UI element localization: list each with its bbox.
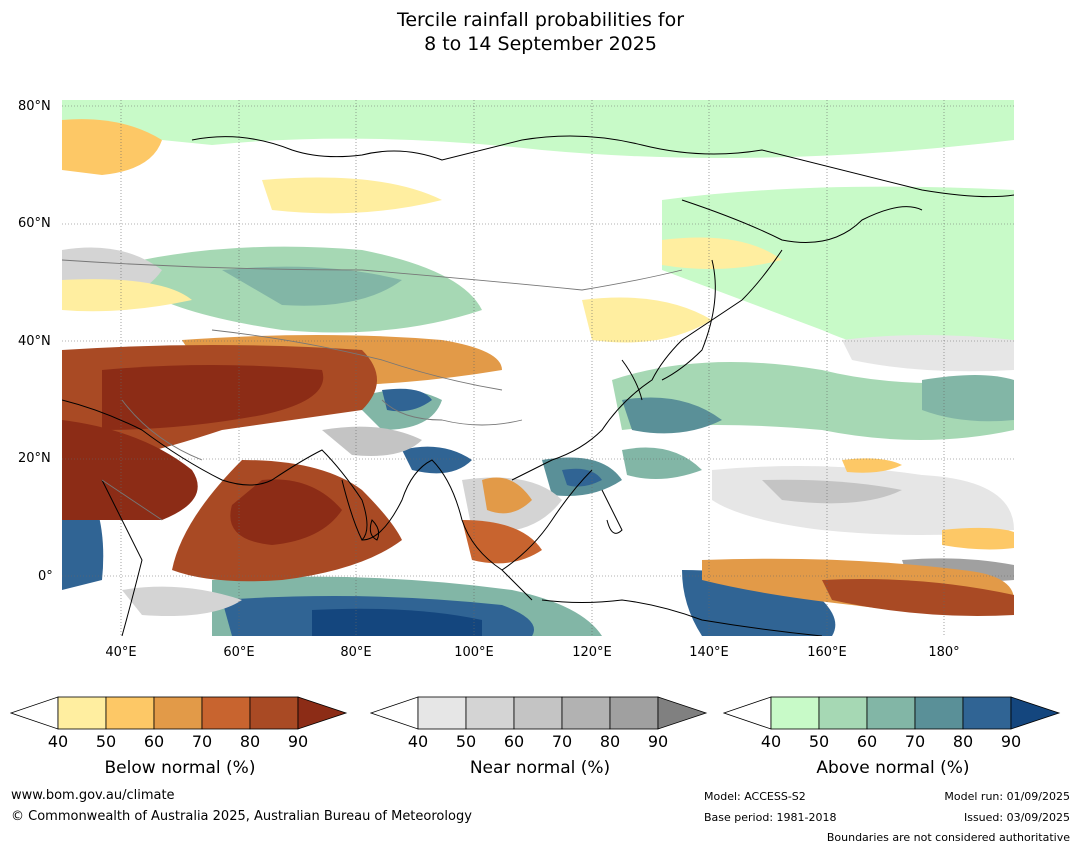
lon-label-160e: 160°E (807, 645, 847, 660)
colorbar-swatch (609, 696, 659, 730)
tick-label: 40 (47, 732, 69, 751)
map-title: Tercile rainfall probabilities for 8 to … (0, 8, 1081, 56)
colorbar-above-lower-arrow (722, 696, 772, 730)
lon-label-100e: 100°E (454, 645, 494, 660)
lon-label-60e: 60°E (223, 645, 255, 660)
colorbar-near-svg (369, 696, 708, 730)
website-link[interactable]: www.bom.gov.au/climate (11, 788, 175, 803)
colorbar-swatch (465, 696, 515, 730)
colorbar-below-svg (9, 696, 348, 730)
colorbar-below-lower-arrow (9, 696, 59, 730)
colorbar-above-normal (722, 696, 1063, 736)
colorbar-upper-arrow (657, 696, 708, 730)
tick-label: 90 (647, 732, 669, 751)
tick-label: 50 (455, 732, 477, 751)
colorbar-above-title: Above normal (%) (816, 758, 970, 778)
model-run-date: Model run: 01/09/2025 (944, 790, 1070, 803)
coastlines (62, 135, 1014, 636)
colorbar-swatch (818, 696, 868, 730)
colorbar-near-lower-arrow (369, 696, 419, 730)
colorbar-below-normal (9, 696, 350, 736)
above-normal-shading (62, 100, 1014, 636)
tick-label: 80 (239, 732, 261, 751)
tick-label: 50 (808, 732, 830, 751)
lon-label-180: 180° (928, 645, 960, 660)
colorbar-swatch (153, 696, 203, 730)
country-borders (62, 259, 683, 521)
colorbar-swatch (513, 696, 563, 730)
tick-label: 60 (503, 732, 525, 751)
lat-label-40n: 40°N (18, 334, 51, 349)
lon-label-40e: 40°E (105, 645, 137, 660)
tick-label: 50 (95, 732, 117, 751)
tick-label: 70 (904, 732, 926, 751)
graticule (62, 100, 1014, 636)
colorbar-below-swatches (57, 696, 348, 730)
colorbar-swatch (770, 696, 820, 730)
tick-label: 80 (599, 732, 621, 751)
colorbar-near-title: Near normal (%) (469, 758, 611, 778)
colorbar-near-normal (369, 696, 710, 736)
colorbar-above-svg (722, 696, 1061, 730)
tick-label: 70 (551, 732, 573, 751)
tick-label: 90 (1000, 732, 1022, 751)
title-line-1: Tercile rainfall probabilities for (396, 9, 685, 31)
tick-label: 60 (143, 732, 165, 751)
lat-label-80n: 80°N (18, 99, 51, 114)
colorbar-swatch (866, 696, 916, 730)
colorbar-swatch (249, 696, 299, 730)
colorbar-swatch (57, 696, 107, 730)
rainfall-probability-map (62, 100, 1014, 636)
colorbar-upper-arrow (1010, 696, 1061, 730)
lon-label-140e: 140°E (689, 645, 729, 660)
tick-label: 80 (952, 732, 974, 751)
colorbar-swatch (105, 696, 155, 730)
lat-label-0: 0° (38, 569, 53, 584)
title-line-2: 8 to 14 September 2025 (424, 33, 657, 55)
model-name: Model: ACCESS-S2 (704, 790, 806, 803)
tick-label: 90 (287, 732, 309, 751)
colorbar-upper-arrow (297, 696, 348, 730)
lon-label-80e: 80°E (340, 645, 372, 660)
colorbar-below-title: Below normal (%) (104, 758, 256, 778)
tick-label: 40 (760, 732, 782, 751)
colorbar-above-swatches (770, 696, 1061, 730)
boundaries-disclaimer: Boundaries are not considered authoritat… (826, 831, 1070, 844)
tick-label: 70 (191, 732, 213, 751)
lon-label-120e: 120°E (572, 645, 612, 660)
tick-label: 60 (856, 732, 878, 751)
lat-label-60n: 60°N (18, 216, 51, 231)
colorbar-swatch (561, 696, 611, 730)
colorbar-swatch (914, 696, 964, 730)
tick-label: 40 (407, 732, 429, 751)
colorbar-swatch (962, 696, 1012, 730)
map-canvas (62, 100, 1014, 636)
colorbar-swatch (417, 696, 467, 730)
copyright-notice: © Commonwealth of Australia 2025, Austra… (11, 809, 472, 824)
base-period: Base period: 1981-2018 (704, 811, 837, 824)
issued-date: Issued: 03/09/2025 (963, 811, 1070, 824)
colorbar-swatch (201, 696, 251, 730)
lat-label-20n: 20°N (18, 451, 51, 466)
colorbar-near-swatches (417, 696, 708, 730)
